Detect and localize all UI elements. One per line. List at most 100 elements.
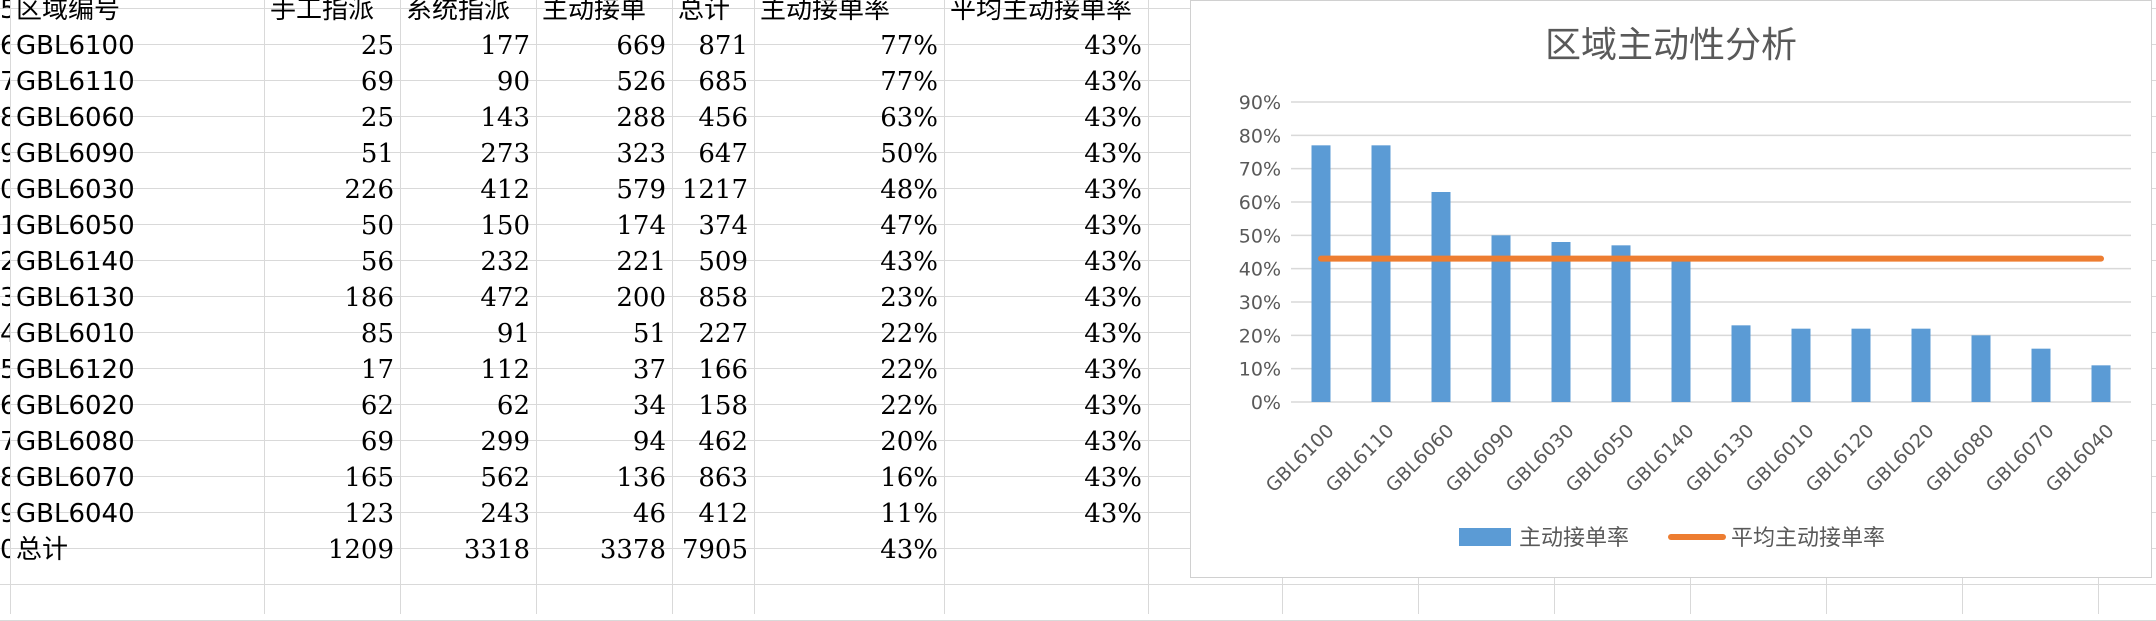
table-cell[interactable]: 85 <box>360 319 394 349</box>
table-cell[interactable]: 43% <box>1084 463 1142 493</box>
table-cell[interactable]: 23% <box>880 283 938 313</box>
table-cell[interactable]: 509 <box>698 247 748 277</box>
table-cell[interactable]: GBL6090 <box>16 139 135 169</box>
table-cell[interactable]: 43% <box>1084 319 1142 349</box>
table-cell[interactable]: 7905 <box>681 535 748 565</box>
table-cell[interactable]: 221 <box>616 247 666 277</box>
row-header[interactable]: 3 <box>0 283 10 313</box>
table-cell[interactable]: GBL6030 <box>16 175 135 205</box>
row-header[interactable]: 8 <box>0 463 10 493</box>
table-cell[interactable]: 43% <box>1084 499 1142 529</box>
table-cell[interactable]: 43% <box>1084 283 1142 313</box>
table-cell[interactable]: 43% <box>880 535 938 565</box>
table-cell[interactable]: 472 <box>480 283 530 313</box>
table-cell[interactable]: 1209 <box>327 535 394 565</box>
row-header[interactable]: 5 <box>0 355 10 385</box>
table-cell[interactable]: 462 <box>698 427 748 457</box>
table-cell[interactable]: 374 <box>698 211 748 241</box>
column-header[interactable]: 总计 <box>678 0 731 25</box>
table-cell[interactable]: 90 <box>496 67 530 97</box>
table-cell[interactable]: 94 <box>632 427 666 457</box>
column-header[interactable]: 主动接单 <box>542 0 647 25</box>
table-cell[interactable]: 323 <box>616 139 666 169</box>
table-cell[interactable]: GBL6100 <box>16 31 135 61</box>
table-cell[interactable]: GBL6140 <box>16 247 135 277</box>
column-header[interactable]: 手工指派 <box>270 0 375 25</box>
table-cell[interactable]: 143 <box>480 103 530 133</box>
table-cell[interactable]: 412 <box>698 499 748 529</box>
table-cell[interactable]: 43% <box>1084 247 1142 277</box>
table-cell[interactable]: 871 <box>698 31 748 61</box>
table-cell[interactable]: 165 <box>344 463 394 493</box>
table-cell[interactable]: 227 <box>698 319 748 349</box>
table-cell[interactable]: 62 <box>360 391 394 421</box>
row-header[interactable]: 0 <box>0 175 10 205</box>
column-header[interactable]: 主动接单率 <box>760 0 891 25</box>
chart-panel[interactable]: 区域主动性分析 0% 10% 20% 30% 40% 50% 60% 70% 80% 90% GBL6… <box>1190 0 2152 578</box>
row-header[interactable]: 9 <box>0 499 10 529</box>
table-cell[interactable]: 77% <box>880 67 938 97</box>
row-header[interactable]: 7 <box>0 67 10 97</box>
table-cell[interactable]: 22% <box>880 355 938 385</box>
table-cell[interactable]: 243 <box>480 499 530 529</box>
table-cell[interactable]: 25 <box>360 31 394 61</box>
table-cell[interactable]: 43% <box>1084 31 1142 61</box>
table-cell[interactable]: 50% <box>880 139 938 169</box>
table-cell[interactable]: 150 <box>480 211 530 241</box>
row-header[interactable]: 1 <box>0 211 10 241</box>
table-cell[interactable]: 43% <box>1084 391 1142 421</box>
column-header[interactable]: 区域编号 <box>16 0 121 25</box>
table-cell[interactable]: GBL6080 <box>16 427 135 457</box>
table-cell[interactable]: 136 <box>616 463 666 493</box>
table-cell[interactable]: 112 <box>480 355 530 385</box>
table-cell[interactable]: 43% <box>880 247 938 277</box>
table-cell[interactable]: 647 <box>698 139 748 169</box>
table-cell[interactable]: GBL6110 <box>16 67 135 97</box>
table-cell[interactable]: 174 <box>616 211 666 241</box>
row-header[interactable]: 7 <box>0 427 10 457</box>
table-cell[interactable]: GBL6060 <box>16 103 135 133</box>
table-cell[interactable]: 412 <box>480 175 530 205</box>
table-cell[interactable]: 1217 <box>681 175 748 205</box>
row-header[interactable]: 6 <box>0 31 10 61</box>
table-cell[interactable]: 37 <box>632 355 666 385</box>
table-cell[interactable]: 51 <box>632 319 666 349</box>
table-cell[interactable]: 685 <box>698 67 748 97</box>
table-cell[interactable]: 43% <box>1084 139 1142 169</box>
table-cell[interactable]: 562 <box>480 463 530 493</box>
table-cell[interactable]: 158 <box>698 391 748 421</box>
table-cell[interactable]: 48% <box>880 175 938 205</box>
table-cell[interactable]: GBL6130 <box>16 283 135 313</box>
row-header[interactable]: 9 <box>0 139 10 169</box>
table-cell[interactable]: 456 <box>698 103 748 133</box>
table-cell[interactable]: 17 <box>360 355 394 385</box>
column-header[interactable]: 系统指派 <box>406 0 511 25</box>
table-cell[interactable]: 226 <box>344 175 394 205</box>
table-cell[interactable]: 299 <box>480 427 530 457</box>
table-cell[interactable]: 62 <box>496 391 530 421</box>
table-cell[interactable]: 858 <box>698 283 748 313</box>
table-cell[interactable]: 123 <box>344 499 394 529</box>
table-cell[interactable]: 69 <box>360 427 394 457</box>
table-cell[interactable]: 11% <box>880 499 938 529</box>
table-cell[interactable]: 总计 <box>16 535 69 565</box>
table-cell[interactable]: 43% <box>1084 427 1142 457</box>
table-cell[interactable]: GBL6040 <box>16 499 135 529</box>
table-cell[interactable]: 46 <box>632 499 666 529</box>
table-cell[interactable]: 20% <box>880 427 938 457</box>
table-cell[interactable]: 69 <box>360 67 394 97</box>
table-cell[interactable]: 43% <box>1084 103 1142 133</box>
table-cell[interactable]: 526 <box>616 67 666 97</box>
table-cell[interactable]: 56 <box>360 247 394 277</box>
row-header[interactable]: 2 <box>0 247 10 277</box>
table-cell[interactable]: 34 <box>632 391 666 421</box>
table-cell[interactable]: 669 <box>616 31 666 61</box>
table-cell[interactable]: 16% <box>880 463 938 493</box>
table-cell[interactable]: 43% <box>1084 211 1142 241</box>
table-cell[interactable]: GBL6070 <box>16 463 135 493</box>
table-cell[interactable]: 232 <box>480 247 530 277</box>
table-cell[interactable]: 43% <box>1084 355 1142 385</box>
table-cell[interactable]: 273 <box>480 139 530 169</box>
table-cell[interactable]: 177 <box>480 31 530 61</box>
